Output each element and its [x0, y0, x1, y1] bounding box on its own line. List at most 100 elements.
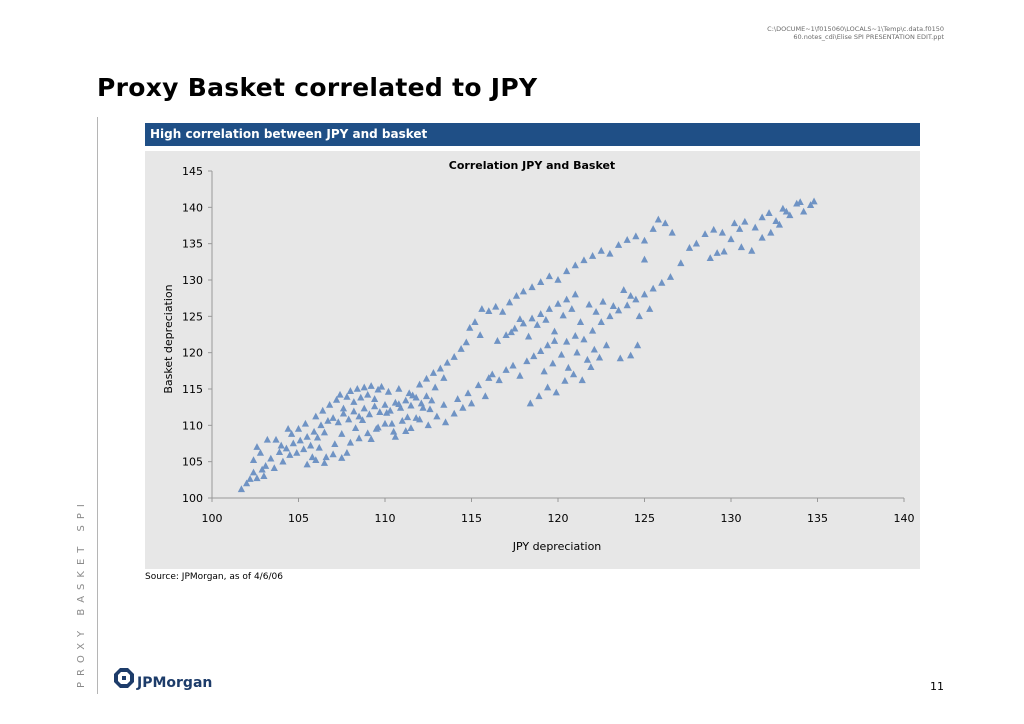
data-point [308, 453, 316, 461]
data-point [343, 448, 351, 456]
data-point [315, 443, 323, 451]
data-point [478, 305, 486, 312]
data-point [377, 382, 386, 390]
data-point [668, 228, 676, 236]
data-point [307, 441, 315, 449]
data-point [367, 435, 375, 442]
data-point [381, 419, 389, 427]
x-tick-label: 110 [375, 512, 396, 525]
data-point [338, 454, 346, 461]
data-point [319, 406, 327, 414]
side-section-label: PROXY BASKET SPI [76, 498, 87, 688]
source-note: Source: JPMorgan, as of 4/6/06 [145, 572, 283, 582]
data-point [419, 403, 427, 411]
data-point [796, 198, 804, 206]
data-point [661, 219, 669, 227]
data-point [433, 412, 441, 420]
data-point [331, 440, 339, 448]
data-point [303, 460, 311, 468]
data-point [620, 286, 628, 293]
data-point [544, 341, 552, 349]
data-point [589, 252, 597, 259]
data-point [677, 259, 685, 267]
data-point [571, 261, 579, 269]
data-point [339, 409, 348, 417]
x-tick-label: 140 [894, 512, 915, 525]
data-point [476, 331, 484, 339]
y-tick-label: 135 [182, 238, 203, 251]
data-point [590, 345, 598, 353]
data-point [569, 370, 578, 378]
data-point [561, 377, 569, 384]
data-point [360, 383, 368, 391]
data-point [692, 239, 700, 247]
data-point [706, 254, 714, 261]
data-point [312, 412, 320, 420]
data-point [237, 485, 246, 493]
data-point [426, 405, 434, 413]
data-point [301, 419, 310, 427]
data-point [390, 427, 398, 435]
page-title: Proxy Basket correlated to JPY [97, 73, 538, 102]
data-point [303, 432, 311, 440]
x-tick-label: 120 [548, 512, 569, 525]
data-point [502, 331, 510, 339]
data-point [775, 220, 784, 228]
data-point [485, 374, 493, 381]
data-point [246, 475, 254, 482]
data-point [516, 371, 524, 379]
x-tick-label: 125 [634, 512, 655, 525]
data-point [545, 305, 553, 312]
data-point [471, 318, 479, 325]
data-point [317, 421, 325, 429]
data-point [772, 217, 780, 224]
data-point [767, 228, 775, 236]
data-point [502, 366, 510, 373]
data-point [649, 284, 657, 292]
data-point [806, 201, 815, 208]
data-point [395, 400, 403, 408]
data-point [782, 207, 790, 215]
data-point [467, 399, 476, 407]
data-point [384, 387, 393, 395]
data-point [417, 399, 425, 407]
file-path-line-2: 60.notes_cdi\Elise SPI PRESENTATION EDIT… [793, 33, 944, 41]
data-point [388, 419, 396, 427]
data-point [395, 385, 403, 392]
data-point [748, 246, 756, 254]
data-point [243, 479, 251, 487]
data-point [466, 323, 474, 331]
data-point [332, 395, 341, 403]
data-point [279, 457, 287, 465]
data-point [431, 383, 439, 391]
data-point [557, 350, 566, 358]
data-point [365, 410, 374, 418]
data-point [398, 416, 406, 424]
data-point [272, 435, 280, 443]
data-point [320, 428, 329, 436]
data-point [376, 408, 384, 416]
scatter-chart: Correlation JPY and Basket 100 105 110 115 1… [162, 159, 915, 553]
data-point [597, 246, 605, 254]
data-point [550, 337, 559, 344]
data-point [493, 337, 502, 344]
data-point [592, 307, 600, 315]
data-point [606, 312, 614, 320]
y-tick-label: 105 [182, 456, 203, 469]
jpmorgan-octagon-icon [114, 668, 134, 688]
data-point [720, 247, 728, 255]
data-point [488, 370, 496, 378]
data-point [258, 465, 266, 473]
data-point [450, 353, 458, 360]
data-point [407, 401, 415, 409]
data-point [338, 430, 346, 437]
y-tick-label: 115 [182, 383, 203, 396]
data-point [800, 207, 808, 215]
data-point [632, 232, 640, 240]
data-point [523, 357, 531, 365]
data-point [284, 424, 292, 432]
data-point [554, 299, 562, 307]
data-point [563, 337, 571, 345]
data-point [296, 436, 304, 444]
data-point [364, 429, 372, 437]
